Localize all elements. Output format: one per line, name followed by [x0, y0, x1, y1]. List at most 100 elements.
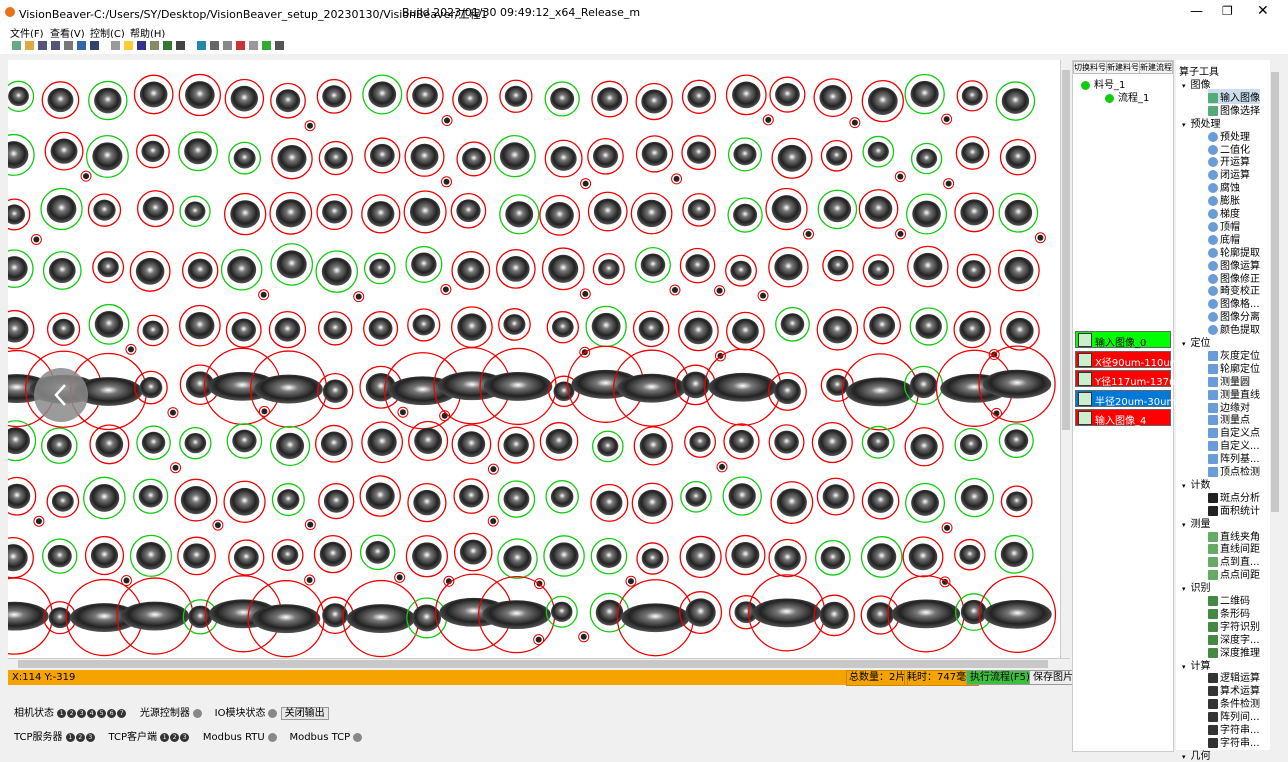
- operator-item[interactable]: 开运算: [1208, 153, 1250, 168]
- operator-item[interactable]: 顶帽: [1208, 218, 1240, 233]
- operator-item[interactable]: 点到直...: [1208, 553, 1260, 568]
- operator-item[interactable]: 闭运算: [1208, 166, 1250, 181]
- operator-item[interactable]: 预处理: [1208, 128, 1250, 143]
- operator-scrollbar[interactable]: [1270, 60, 1280, 750]
- operator-item[interactable]: 腐蚀: [1208, 179, 1240, 194]
- menu-item[interactable]: 查看(V): [50, 29, 85, 40]
- toolbar-icon[interactable]: [275, 41, 284, 50]
- toolbar-icon[interactable]: [38, 41, 47, 50]
- operator-item[interactable]: 颜色提取: [1208, 321, 1260, 336]
- save-button[interactable]: 保存图片: [1029, 670, 1077, 685]
- operator-item[interactable]: 测量点: [1208, 411, 1250, 426]
- maximize-button[interactable]: ❐: [1222, 4, 1233, 18]
- operator-item[interactable]: 阵列间...: [1208, 708, 1260, 723]
- tree-group[interactable]: ▾ 定位: [1182, 334, 1211, 349]
- operator-item[interactable]: 输入图像: [1208, 88, 1260, 104]
- operator-item[interactable]: 图像修正: [1208, 270, 1260, 285]
- minimize-button[interactable]: —: [1190, 4, 1203, 19]
- toolbar-icon[interactable]: [150, 41, 159, 50]
- tree-node[interactable]: 料号_1: [1081, 76, 1125, 91]
- vertical-scrollbar[interactable]: [1060, 60, 1071, 658]
- operator-item[interactable]: 顶点检测: [1208, 463, 1260, 478]
- toolbar-icon[interactable]: [25, 41, 34, 50]
- flow-step[interactable]: X径90um-110um: [1075, 350, 1179, 369]
- tree-group[interactable]: ▾ 几何: [1182, 747, 1211, 762]
- toolbar-icon[interactable]: [262, 41, 271, 50]
- operator-item[interactable]: 深度推理: [1208, 644, 1260, 659]
- menu-item[interactable]: 控制(C): [90, 29, 125, 40]
- operator-item[interactable]: 二维码: [1208, 592, 1250, 607]
- operator-item[interactable]: 图像运算: [1208, 257, 1260, 272]
- toolbar-icon[interactable]: [77, 41, 86, 50]
- toolbar-icon[interactable]: [210, 41, 219, 50]
- toolbar-icon[interactable]: [90, 41, 99, 50]
- tree-group[interactable]: ▾ 预处理: [1182, 115, 1221, 130]
- flow-step[interactable]: 半径20um-30um: [1075, 389, 1176, 408]
- tree-group[interactable]: ▾ 图像: [1182, 76, 1211, 91]
- operator-item[interactable]: 字符串...: [1208, 734, 1260, 749]
- operator-item[interactable]: 畸变校正: [1208, 282, 1260, 297]
- prev-image-button[interactable]: [33, 367, 89, 423]
- operator-item[interactable]: 直线间距: [1208, 540, 1260, 555]
- operator-item[interactable]: 条件检测: [1208, 695, 1260, 710]
- toolbar-icon[interactable]: [163, 41, 172, 50]
- operator-item[interactable]: 底帽: [1208, 231, 1240, 246]
- horizontal-scrollbar[interactable]: [8, 658, 1070, 669]
- operator-item[interactable]: 斑点分析: [1208, 489, 1260, 504]
- menu-item[interactable]: 文件(F): [10, 29, 44, 40]
- close-button[interactable]: ✕: [1257, 3, 1269, 19]
- operator-item[interactable]: 自定义点: [1208, 424, 1260, 439]
- toolbar-icon[interactable]: [124, 41, 133, 50]
- operator-item[interactable]: 图像分离: [1208, 308, 1260, 323]
- operator-item[interactable]: 轮廓提取: [1208, 244, 1260, 259]
- run-button[interactable]: 执行流程(F5): [966, 670, 1034, 685]
- menu-item[interactable]: 帮助(H): [130, 29, 166, 40]
- operator-item[interactable]: 梯度: [1208, 205, 1240, 220]
- operator-item[interactable]: 算术运算: [1208, 682, 1260, 697]
- toolbar-icon[interactable]: [176, 41, 185, 50]
- operator-item[interactable]: 测量圆: [1208, 373, 1250, 388]
- operator-item[interactable]: 二值化: [1208, 141, 1250, 156]
- tree-group[interactable]: ▾ 测量: [1182, 515, 1211, 530]
- scroll-thumb[interactable]: [18, 660, 1048, 668]
- operator-item[interactable]: 阵列基...: [1208, 450, 1260, 465]
- scroll-thumb[interactable]: [1062, 70, 1070, 430]
- operator-item[interactable]: 灰度定位: [1208, 347, 1260, 362]
- close-output-button[interactable]: 关闭输出: [280, 707, 329, 720]
- operator-item[interactable]: 条形码: [1208, 605, 1250, 620]
- tree-node[interactable]: 流程_1: [1105, 89, 1149, 104]
- toolbar-icon[interactable]: [137, 41, 146, 50]
- operator-item[interactable]: 点点间距: [1208, 566, 1260, 581]
- operator-item[interactable]: 自定义...: [1208, 437, 1260, 452]
- operator-item[interactable]: 图像选择: [1208, 102, 1260, 117]
- project-tab[interactable]: 新建料号: [1106, 61, 1140, 74]
- operator-item[interactable]: 图像格...: [1208, 295, 1260, 310]
- toolbar-icon[interactable]: [51, 41, 60, 50]
- tree-group[interactable]: ▾ 识别: [1182, 579, 1211, 594]
- tree-group[interactable]: ▾ 计数: [1182, 476, 1211, 491]
- flow-step[interactable]: 输入图像_0: [1075, 331, 1171, 349]
- toolbar-icon[interactable]: [12, 41, 21, 50]
- scroll-thumb[interactable]: [1271, 72, 1279, 512]
- operator-item[interactable]: 字符识别: [1208, 618, 1260, 633]
- operator-item[interactable]: 测量直线: [1208, 386, 1260, 401]
- tree-group[interactable]: ▾ 计算: [1182, 657, 1211, 672]
- operator-item[interactable]: 逻辑运算: [1208, 669, 1260, 684]
- toolbar-icon[interactable]: [249, 41, 258, 50]
- flow-step[interactable]: Y径117um-137um: [1075, 370, 1185, 388]
- toolbar-icon[interactable]: [236, 41, 245, 50]
- toolbar-icon[interactable]: [197, 41, 206, 50]
- operator-item[interactable]: 深度字...: [1208, 631, 1260, 646]
- operator-item[interactable]: 边缘对: [1208, 399, 1250, 414]
- operator-item[interactable]: 字符串...: [1208, 721, 1260, 736]
- operator-item[interactable]: 轮廓定位: [1208, 360, 1260, 375]
- toolbar-icon[interactable]: [64, 41, 73, 50]
- operator-item[interactable]: 膨胀: [1208, 192, 1240, 207]
- operator-item[interactable]: 直线夹角: [1208, 528, 1260, 543]
- project-tab[interactable]: 切换料号: [1073, 61, 1107, 74]
- toolbar-icon[interactable]: [111, 41, 120, 50]
- project-tab[interactable]: 新建流程: [1139, 61, 1173, 74]
- flow-step[interactable]: 输入图像_4: [1075, 409, 1171, 427]
- operator-item[interactable]: 面积统计: [1208, 502, 1260, 517]
- toolbar-icon[interactable]: [223, 41, 232, 50]
